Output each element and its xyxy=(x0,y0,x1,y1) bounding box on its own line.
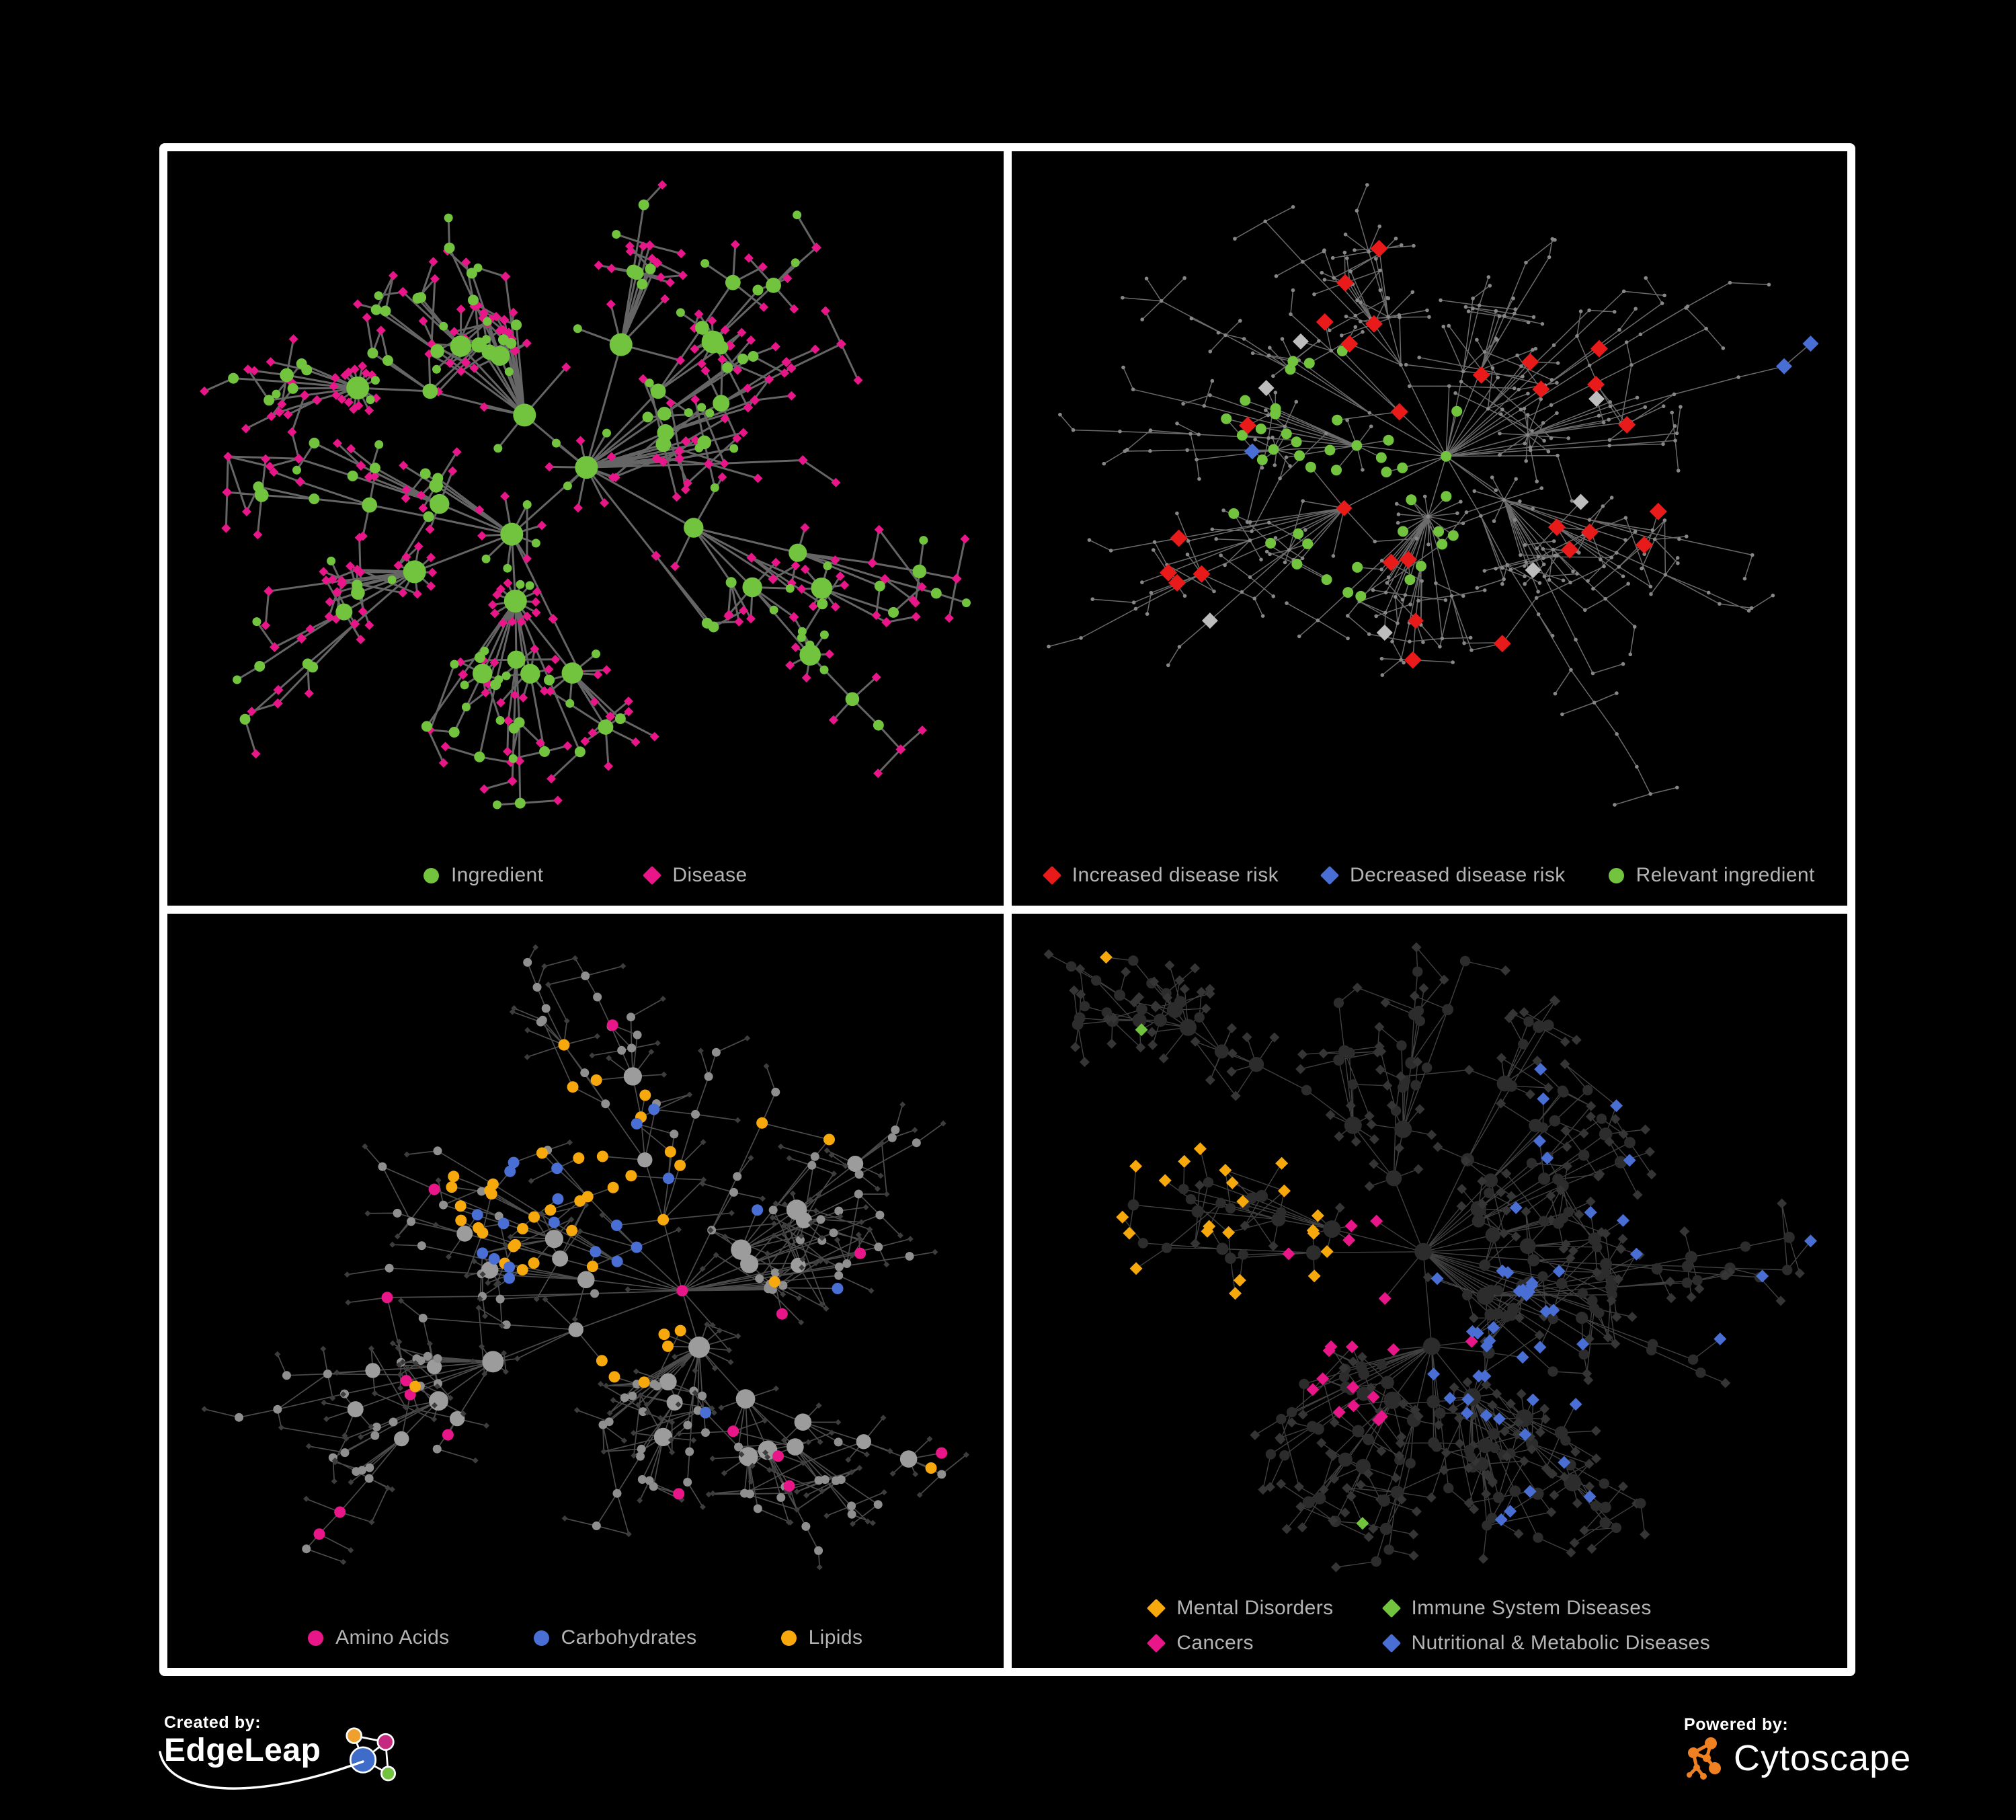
legend-macronutrients: Amino Acids Carbohydrates Lipids xyxy=(167,1626,1004,1649)
lipids-circle-icon xyxy=(780,1630,797,1646)
powered-by-block: Powered by: Cytoscape xyxy=(1684,1715,1911,1780)
legend-item-mental-disorders: Mental Disorders xyxy=(1147,1597,1334,1620)
legend-ingredient-disease: Ingredient Disease xyxy=(167,864,1004,887)
edgeleap-logo-icon xyxy=(346,1727,397,1782)
legend-item-carbohydrates: Carbohydrates xyxy=(533,1626,697,1649)
network-graph-macronutrients xyxy=(201,944,969,1571)
panel-ingredient-disease: Ingredient Disease xyxy=(167,151,1004,906)
legend-item-disease: Disease xyxy=(643,864,748,887)
network-graph-ingredient-disease xyxy=(200,180,971,809)
cytoscape-logo-icon xyxy=(1687,1737,1721,1780)
increased-disease-risk-diamond-icon xyxy=(1042,865,1061,885)
legend-label: Nutritional & Metabolic Diseases xyxy=(1411,1632,1711,1654)
legend-label: Decreased disease risk xyxy=(1350,864,1566,886)
highlight-nodes-layer xyxy=(313,1019,948,1540)
network-graph-disease-risk xyxy=(1046,183,1818,807)
panel-macronutrients: Amino Acids Carbohydrates Lipids xyxy=(167,914,1004,1668)
legend-label: Immune System Diseases xyxy=(1411,1597,1652,1619)
cancers-diamond-icon xyxy=(1147,1633,1166,1653)
nodes-layer xyxy=(1046,183,1812,807)
highlight-nodes-layer xyxy=(228,199,971,809)
legend-item-increased-disease-risk: Increased disease risk xyxy=(1042,864,1279,887)
disease-diamond-icon xyxy=(643,865,662,885)
edges xyxy=(204,184,967,806)
nodes-layer xyxy=(201,944,969,1571)
edgeleap-brand-text: EdgeLeap xyxy=(164,1733,321,1768)
nodes-layer xyxy=(1043,942,1805,1573)
legend-item-cancers: Cancers xyxy=(1147,1632,1254,1655)
panel-disease-risk: Increased disease risk Decreased disease … xyxy=(1011,151,1848,906)
carbohydrates-circle-icon xyxy=(533,1630,549,1646)
powered-by-label: Powered by: xyxy=(1684,1715,1789,1734)
created-by-label: Created by: xyxy=(164,1713,261,1732)
legend-label: Amino Acids xyxy=(335,1626,450,1649)
edges xyxy=(1048,184,1811,805)
legend-label: Ingredient xyxy=(450,864,544,886)
ingredient-circle-icon xyxy=(423,867,439,883)
network-graph-disease-categories xyxy=(1043,942,1817,1573)
panels-frame: Ingredient Disease Increased disease risk… xyxy=(159,143,1855,1676)
amino-acids-circle-icon xyxy=(308,1630,324,1646)
legend-item-ingredient: Ingredient xyxy=(423,864,544,887)
legend-label: Carbohydrates xyxy=(561,1626,697,1649)
legend-label: Mental Disorders xyxy=(1176,1597,1334,1619)
nutritional-metabolic-diseases-diamond-icon xyxy=(1381,1633,1401,1653)
legend-disease-categories: Mental Disorders Immune System Diseases Ca… xyxy=(1012,1597,1848,1655)
legend-item-amino-acids: Amino Acids xyxy=(308,1626,449,1649)
highlight-nodes-layer xyxy=(1099,951,1817,1530)
legend-item-relevant-ingredient: Relevant ingredient xyxy=(1608,864,1815,887)
legend-item-immune-system-diseases: Immune System Diseases xyxy=(1381,1597,1652,1620)
legend-label: Disease xyxy=(672,864,748,886)
legend-item-decreased-disease-risk: Decreased disease risk xyxy=(1320,864,1566,887)
legend-label: Cancers xyxy=(1176,1632,1254,1654)
created-by-block: Created by: EdgeLeap xyxy=(159,1713,403,1792)
decreased-disease-risk-diamond-icon xyxy=(1320,865,1340,885)
legend-label: Increased disease risk xyxy=(1072,864,1279,886)
legend-item-lipids: Lipids xyxy=(780,1626,863,1649)
legend-disease-risk: Increased disease risk Decreased disease … xyxy=(1012,864,1848,887)
cytoscape-brand-text: Cytoscape xyxy=(1734,1738,1912,1778)
legend-item-nutritional-metabolic-diseases: Nutritional & Metabolic Diseases xyxy=(1381,1632,1711,1655)
immune-system-diseases-diamond-icon xyxy=(1381,1598,1401,1618)
nodes-layer xyxy=(200,180,970,805)
relevant-ingredient-circle-icon xyxy=(1608,867,1624,883)
panel-disease-categories: Mental Disorders Immune System Diseases Ca… xyxy=(1011,914,1848,1668)
legend-label: Lipids xyxy=(808,1626,863,1649)
mental-disorders-diamond-icon xyxy=(1147,1598,1166,1618)
legend-label: Relevant ingredient xyxy=(1636,864,1815,886)
